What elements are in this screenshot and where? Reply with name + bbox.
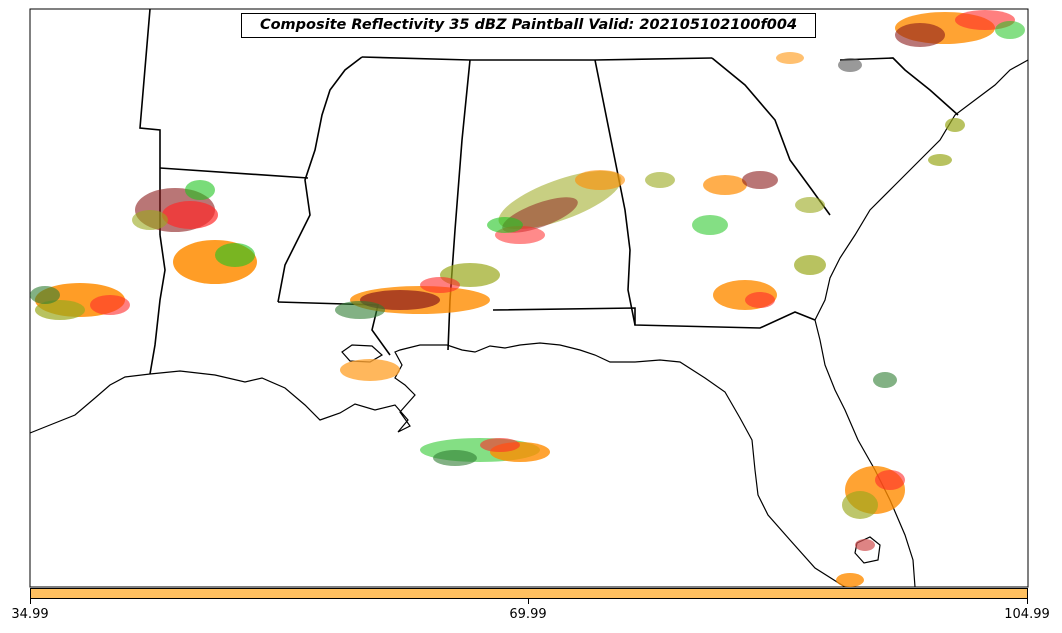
colorbar-tick-label-min: 34.99	[11, 607, 49, 622]
colorbar	[30, 588, 1028, 599]
reflectivity-paintball	[30, 10, 1025, 587]
colorbar-tick-mid	[528, 599, 529, 604]
colorbar-tick-label-mid: 69.99	[509, 607, 547, 622]
coastlines	[29, 59, 1029, 588]
map-title: Composite Reflectivity 35 dBZ Paintball …	[241, 13, 816, 38]
colorbar-tick-label-max: 104.99	[1004, 607, 1050, 622]
colorbar-tick-min	[30, 599, 31, 604]
colorbar-tick-max	[1027, 599, 1028, 604]
